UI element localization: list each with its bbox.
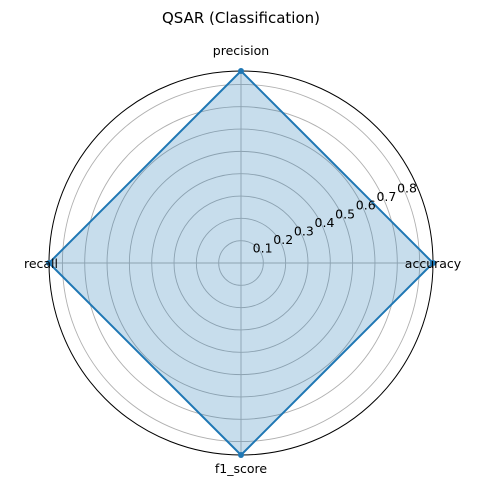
- series-area: [49, 71, 433, 455]
- data-point-recall: [46, 260, 52, 266]
- data-point-f1_score: [238, 452, 244, 458]
- r-tick-label: 0.1: [253, 240, 273, 255]
- r-tick-label: 0.7: [376, 189, 396, 204]
- data-point-precision: [238, 68, 244, 74]
- axis-label-recall: recall: [24, 256, 58, 271]
- axis-labels: 0.10.20.30.40.50.60.70.8 accuracy precisio…: [24, 43, 462, 476]
- axis-label-precision: precision: [213, 43, 269, 58]
- data-series: [46, 68, 436, 458]
- axis-label-accuracy: accuracy: [405, 256, 462, 271]
- axis-label-f1_score: f1_score: [215, 461, 268, 476]
- data-point-accuracy: [430, 260, 436, 266]
- r-tick-label: 0.6: [356, 198, 376, 213]
- r-tick-label: 0.2: [273, 232, 293, 247]
- r-tick-label: 0.4: [315, 215, 335, 230]
- r-tick-label: 0.8: [397, 181, 417, 196]
- r-tick-label: 0.5: [335, 206, 355, 221]
- chart-title: QSAR (Classification): [162, 9, 320, 27]
- r-tick-label: 0.3: [294, 223, 314, 238]
